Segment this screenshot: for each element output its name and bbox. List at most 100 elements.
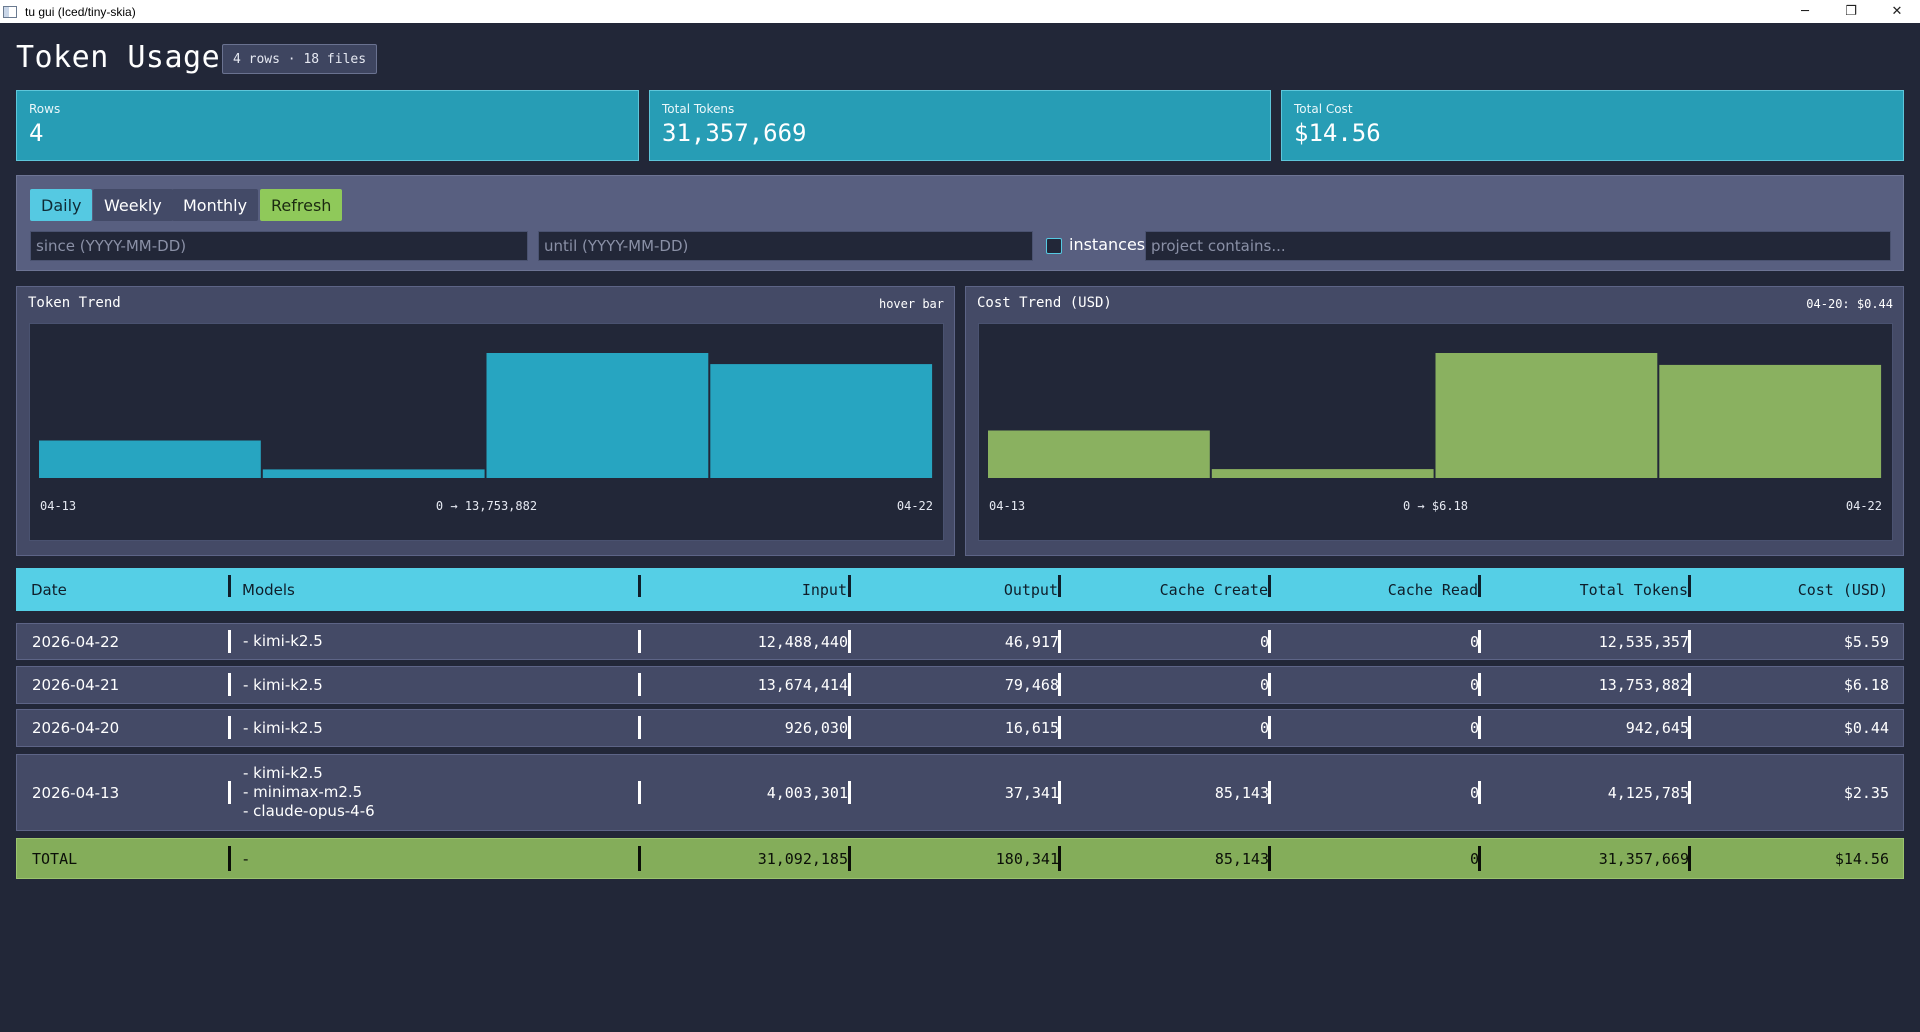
cell-cache-read: 0 (1469, 676, 1479, 694)
column-separator (848, 781, 851, 804)
weekly-button[interactable]: Weekly (93, 189, 173, 221)
stat-card-total-tokens: Total Tokens 31,357,669 (649, 90, 1271, 161)
stat-card-total-cost: Total Cost $14.56 (1281, 90, 1904, 161)
column-resize-handle[interactable] (638, 575, 641, 597)
cost-bar-chart[interactable] (979, 324, 1892, 540)
column-header-cost[interactable]: Cost (USD) (1797, 580, 1888, 599)
table-row[interactable]: 2026-04-20 - kimi-k2.5 926,030 16,615 0 … (16, 709, 1904, 747)
token-bar-chart[interactable] (30, 324, 943, 540)
chart-title: Cost Trend (USD) (977, 295, 1112, 311)
stat-label: Total Tokens (662, 102, 735, 116)
filter-panel: Daily Weekly Monthly Refresh since (YYYY… (16, 175, 1904, 271)
window-title: tu gui (Iced/tiny-skia) (25, 4, 136, 19)
since-input[interactable]: since (YYYY-MM-DD) (30, 231, 528, 261)
cell-cache-create: 0 (1259, 632, 1269, 651)
cell-input: 926,030 (784, 719, 848, 737)
model-name: - minimax-m2.5 (243, 783, 363, 801)
column-separator (1478, 716, 1481, 739)
column-header-date[interactable]: Date (31, 580, 67, 599)
total-cache-create: 85,143 (1214, 849, 1269, 868)
column-resize-handle[interactable] (1478, 575, 1481, 597)
column-resize-handle[interactable] (1058, 575, 1061, 597)
cost-bar-04-21[interactable] (1435, 353, 1658, 478)
column-separator (848, 673, 851, 696)
cell-cache-create: 85,143 (1214, 783, 1269, 802)
column-separator (1058, 716, 1061, 739)
column-separator (638, 846, 641, 871)
cell-total-tokens: 4,125,785 (1607, 783, 1689, 802)
cell-models: - kimi-k2.5 (243, 710, 323, 746)
stat-card-rows: Rows 4 (16, 90, 639, 161)
column-separator (1268, 716, 1271, 739)
column-header-cache-create[interactable]: Cache Create (1159, 580, 1268, 599)
close-icon[interactable]: ✕ (1891, 4, 1903, 19)
column-resize-handle[interactable] (848, 575, 851, 597)
column-separator (1688, 846, 1691, 871)
column-separator (638, 781, 641, 804)
window-titlebar: tu gui (Iced/tiny-skia) ─ ❐ ✕ (0, 0, 1920, 23)
column-separator (848, 716, 851, 739)
column-separator (1688, 673, 1691, 696)
minimize-icon[interactable]: ─ (1801, 4, 1809, 19)
chart-hover-note: 04-20: $0.44 (1806, 297, 1893, 311)
column-resize-handle[interactable] (1688, 575, 1691, 597)
x-end-label: 04-22 (1845, 499, 1882, 513)
cost-bar-04-22[interactable] (1659, 364, 1882, 478)
total-models: - (243, 849, 249, 868)
column-separator (1058, 846, 1061, 871)
cell-input: 12,488,440 (757, 632, 848, 651)
stat-label: Total Cost (1294, 102, 1353, 116)
instances-checkbox[interactable] (1046, 238, 1062, 254)
cell-cost: $6.18 (1843, 676, 1889, 694)
column-separator (1268, 781, 1271, 804)
column-header-cache-read[interactable]: Cache Read (1387, 580, 1478, 599)
cell-cache-create: 0 (1259, 676, 1269, 694)
token-bar-04-21[interactable] (486, 353, 709, 478)
column-header-total-tokens[interactable]: Total Tokens (1579, 580, 1688, 599)
until-input[interactable]: until (YYYY-MM-DD) (538, 231, 1033, 261)
total-total-tokens: 31,357,669 (1598, 849, 1689, 868)
token-bar-04-13[interactable] (39, 440, 261, 479)
token-chart-area[interactable]: 04-13 0 → 13,753,882 04-22 (29, 323, 944, 541)
token-bar-04-22[interactable] (710, 364, 933, 478)
daily-button[interactable]: Daily (30, 189, 93, 221)
stat-value: $14.56 (1294, 119, 1381, 147)
column-separator (1478, 673, 1481, 696)
cost-bar-04-20[interactable] (1211, 469, 1434, 478)
refresh-button[interactable]: Refresh (260, 189, 343, 221)
column-resize-handle[interactable] (228, 575, 231, 597)
column-header-models[interactable]: Models (242, 580, 295, 599)
column-separator (228, 630, 231, 653)
column-separator (638, 630, 641, 653)
token-bar-04-20[interactable] (262, 469, 485, 478)
model-name: - kimi-k2.5 (243, 718, 323, 737)
monthly-button[interactable]: Monthly (172, 189, 259, 221)
column-resize-handle[interactable] (1268, 575, 1271, 597)
cell-input: 13,674,414 (757, 676, 848, 694)
table-row[interactable]: 2026-04-13 - kimi-k2.5 - minimax-m2.5 - … (16, 754, 1904, 831)
column-separator (1058, 630, 1061, 653)
total-label: TOTAL (32, 849, 78, 868)
column-separator (1268, 673, 1271, 696)
project-filter-input[interactable]: project contains... (1145, 231, 1891, 261)
cell-output: 79,468 (1004, 676, 1059, 694)
table-row[interactable]: 2026-04-21 - kimi-k2.5 13,674,414 79,468… (16, 666, 1904, 704)
cost-chart-area[interactable]: 04-13 0 → $6.18 04-22 (978, 323, 1893, 541)
stat-label: Rows (29, 102, 61, 116)
cost-bar-04-13[interactable] (988, 430, 1210, 479)
chart-title: Token Trend (28, 295, 121, 311)
column-separator (848, 630, 851, 653)
column-separator (638, 716, 641, 739)
cell-cost: $5.59 (1843, 632, 1889, 651)
total-input: 31,092,185 (757, 849, 848, 868)
model-name: - kimi-k2.5 (243, 675, 323, 694)
stat-value: 31,357,669 (662, 119, 807, 147)
table-row[interactable]: 2026-04-22 - kimi-k2.5 12,488,440 46,917… (16, 623, 1904, 660)
column-header-output[interactable]: Output (1003, 580, 1058, 599)
x-start-label: 04-13 (40, 499, 77, 513)
column-separator (1688, 716, 1691, 739)
restore-icon[interactable]: ❐ (1845, 4, 1857, 19)
cell-total-tokens: 13,753,882 (1598, 676, 1689, 694)
column-header-input[interactable]: Input (801, 580, 847, 599)
x-end-label: 04-22 (896, 499, 933, 513)
